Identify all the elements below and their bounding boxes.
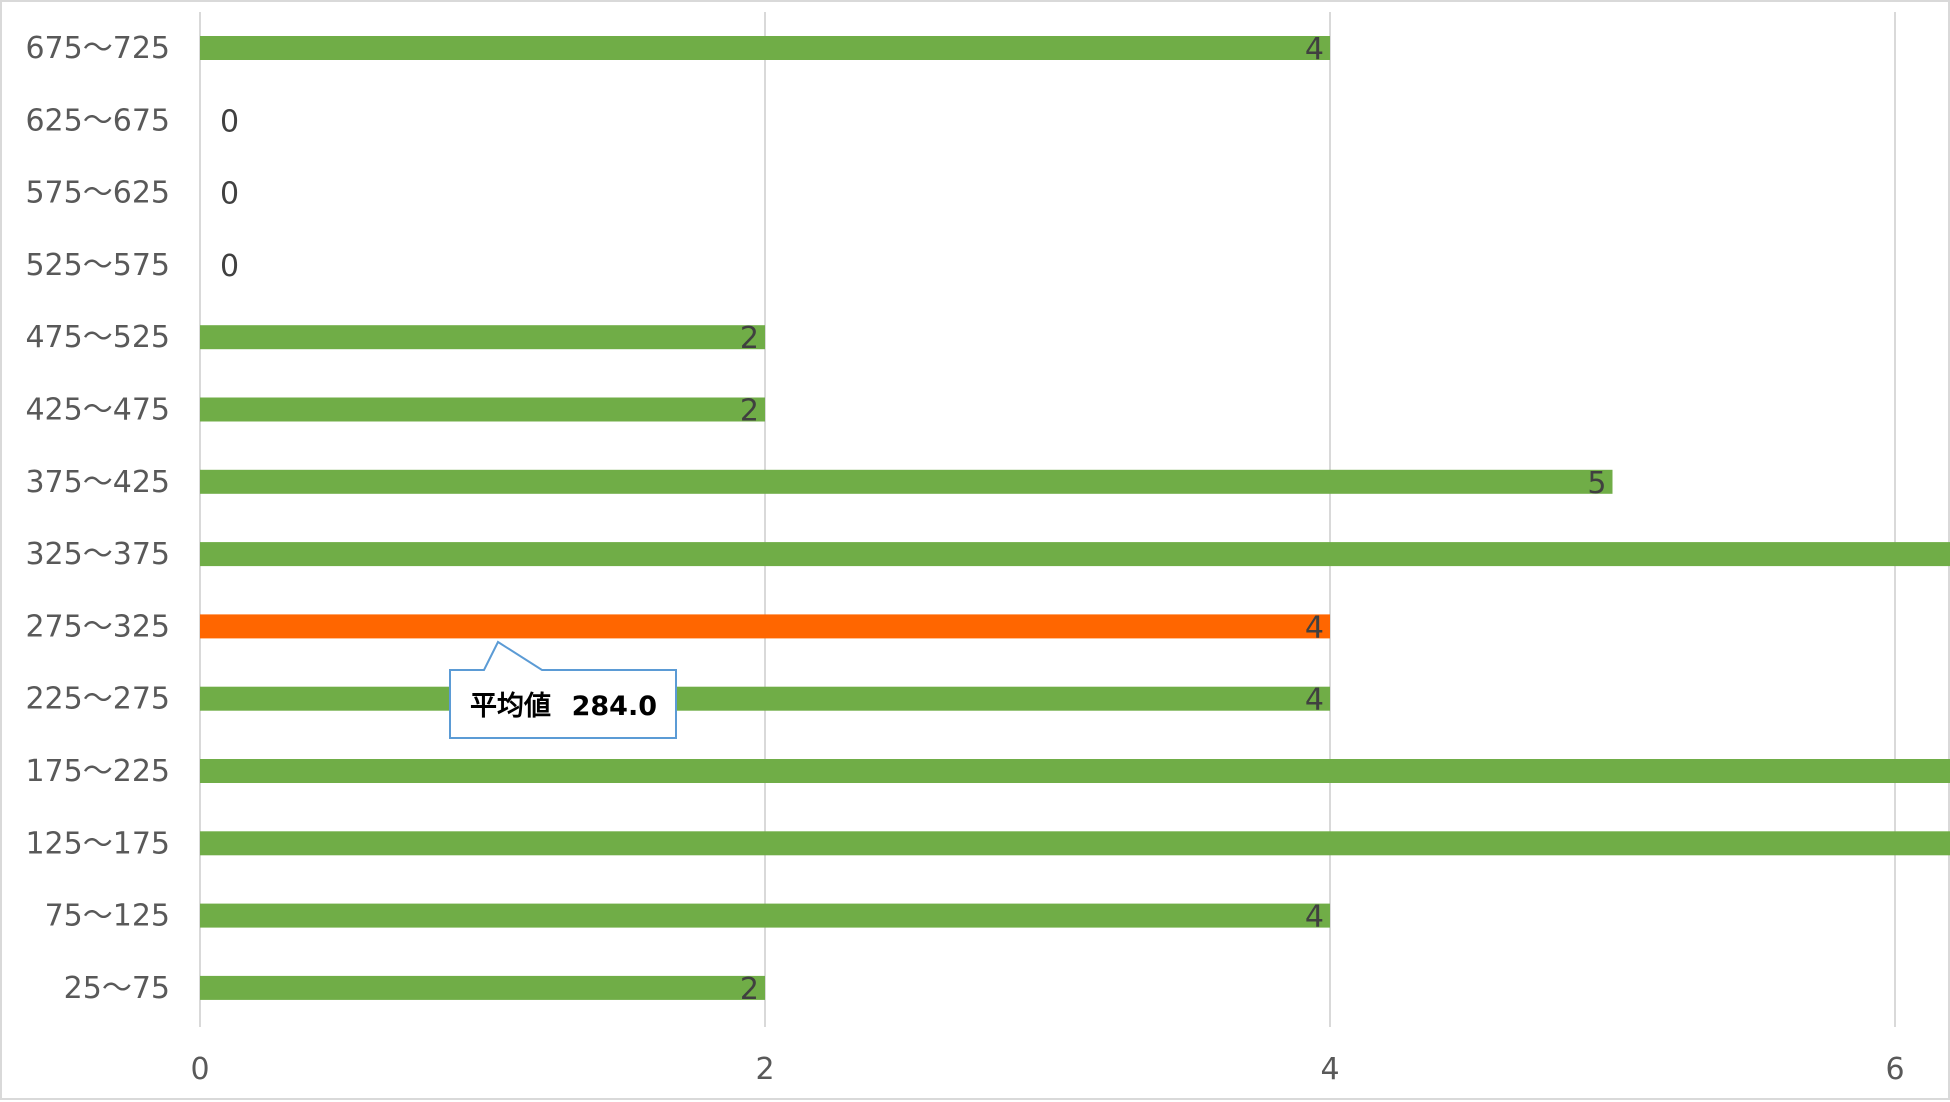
data-label-425〜475: 2: [740, 394, 759, 429]
x-tick-label-6: 6: [1885, 1052, 1904, 1087]
mean-callout-label: 平均値: [470, 691, 551, 722]
data-label-275〜325: 4: [1305, 610, 1324, 645]
category-label-375〜425: 375〜425: [25, 465, 170, 500]
category-label-125〜175: 125〜175: [25, 826, 170, 861]
data-label-25〜75: 2: [740, 972, 759, 1007]
category-label-325〜375: 325〜375: [25, 537, 170, 572]
category-label-75〜125: 75〜125: [45, 899, 170, 934]
category-label-575〜625: 575〜625: [25, 176, 170, 211]
category-label-625〜675: 625〜675: [25, 103, 170, 138]
mean-callout: 平均値 284.0: [449, 640, 677, 739]
bars: [200, 36, 1950, 1000]
bar-175〜225: [200, 759, 1950, 783]
bar-225〜275: [200, 686, 1330, 711]
gridlines: [199, 12, 1896, 1027]
data-label-375〜425: 5: [1587, 466, 1606, 501]
mean-callout-value: 284.0: [572, 691, 657, 722]
category-labels: 25〜75 75〜125 125〜175 175〜225 225〜275 275〜325 3…: [25, 31, 170, 1006]
data-label-475〜525: 2: [740, 321, 759, 356]
data-label-625〜675: 0: [220, 104, 239, 139]
x-tick-label-0: 0: [190, 1052, 209, 1087]
x-tick-label-4: 4: [1320, 1052, 1339, 1087]
bar-425〜475: [200, 397, 765, 422]
x-tick-label-2: 2: [755, 1052, 774, 1087]
bar-375〜425: [200, 469, 1613, 494]
category-label-475〜525: 475〜525: [25, 320, 170, 355]
category-label-225〜275: 225〜275: [25, 682, 170, 717]
category-label-175〜225: 175〜225: [25, 754, 170, 789]
bar-25〜75: [200, 975, 765, 1000]
data-labels: 241194485220004: [220, 32, 1607, 1007]
x-axis-ticks: 024681012: [190, 1052, 1904, 1087]
mean-callout-box: [449, 640, 677, 739]
bar-125〜175: [200, 831, 1950, 856]
category-label-675〜725: 675〜725: [25, 31, 170, 66]
category-label-25〜75: 25〜75: [64, 971, 170, 1006]
data-label-225〜275: 4: [1305, 683, 1324, 718]
bar-475〜525: [200, 325, 765, 350]
category-label-275〜325: 275〜325: [25, 609, 170, 644]
data-label-675〜725: 4: [1305, 32, 1324, 67]
category-label-425〜475: 425〜475: [25, 393, 170, 428]
data-label-575〜625: 0: [220, 177, 239, 212]
bar-75〜125: [200, 903, 1330, 928]
bar-275〜325: [200, 614, 1330, 639]
bar-675〜725: [200, 36, 1330, 60]
bar-325〜375: [200, 542, 1950, 567]
data-label-75〜125: 4: [1305, 900, 1324, 935]
data-label-525〜575: 0: [220, 249, 239, 284]
category-label-525〜575: 525〜575: [25, 248, 170, 283]
